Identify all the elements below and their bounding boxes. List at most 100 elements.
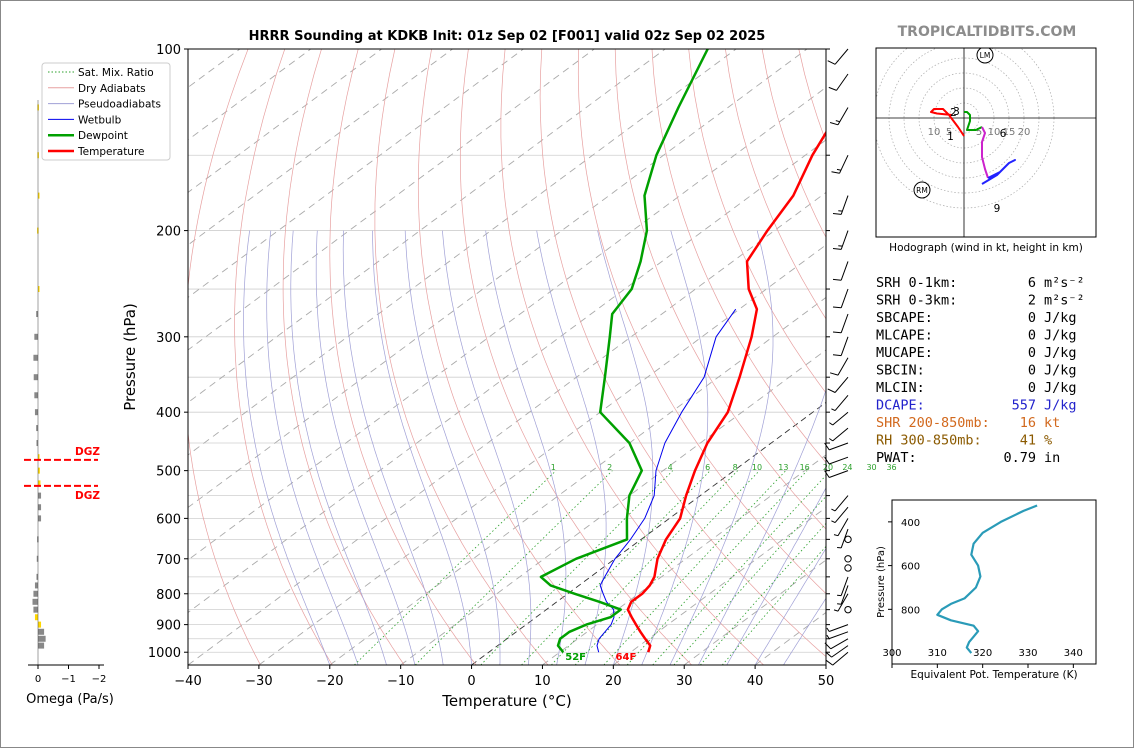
- mixing-ratio-line: [652, 474, 826, 665]
- wind-barb: [827, 48, 849, 65]
- dry-adiabat-line: [282, 49, 405, 665]
- theta-e-y-label: 600: [901, 562, 920, 573]
- index-label: SBCIN:: [876, 363, 925, 379]
- hodograph-ring-label: 10: [988, 127, 1001, 138]
- omega-bar: [38, 628, 45, 635]
- theta-e-panel: 400 600 800 300 310 320 330 340 Equivalent Pot. …: [876, 499, 1097, 681]
- wind-barb: [826, 631, 849, 640]
- pseudoadiabat-line: [372, 230, 472, 665]
- mixing-ratio-label: 24: [842, 463, 852, 472]
- dry-adiabat-line: [500, 49, 764, 665]
- y-tick-label: 1000: [148, 646, 181, 661]
- index-value: 16: [1020, 415, 1036, 431]
- isotherm-line: [258, 244, 826, 665]
- hodograph-frame: [875, 47, 1097, 238]
- y-tick-label: 500: [156, 465, 181, 480]
- wetbulb-profile: [596, 308, 737, 653]
- isotherm-line: [188, 191, 826, 665]
- mixing-ratio-label: 2: [607, 463, 612, 472]
- omega-panel: DGZ DGZ 0 −1 −2 Omega (Pa/s): [24, 100, 114, 707]
- omega-bar: [33, 590, 38, 597]
- index-label: SRH 0-1km:: [876, 275, 957, 291]
- wind-barb: [831, 495, 849, 512]
- wind-barb: [837, 576, 849, 597]
- index-unit: m²s⁻²: [1044, 293, 1085, 309]
- theta-e-x-axis-label: Equivalent Pot. Temperature (K): [910, 669, 1077, 681]
- y-tick-label: 800: [156, 588, 181, 603]
- wind-barb: [824, 470, 849, 478]
- pseudoadiabat-lines: [243, 230, 826, 665]
- index-value: 6: [1028, 275, 1036, 291]
- x-tick-label: 10: [534, 674, 551, 689]
- pseudoadiabat-line: [698, 388, 826, 665]
- omega-bar: [32, 598, 38, 605]
- omega-bar: [38, 492, 42, 499]
- omega-bar: [33, 354, 38, 361]
- hodograph-height-label: 3: [953, 106, 960, 118]
- storm-motion-label: RM: [916, 186, 928, 195]
- dry-adiabat-line: [234, 49, 333, 665]
- right-axis-ticks: [826, 48, 830, 653]
- dry-adiabat-line: [539, 49, 826, 658]
- pseudoadiabat-line: [243, 230, 331, 665]
- x-axis-label: Temperature (°C): [441, 692, 571, 710]
- mixing-ratio-label: 20: [823, 463, 833, 472]
- mixing-ratio-label: 6: [705, 463, 710, 472]
- theta-e-y-axis-label: Pressure (hPa): [876, 546, 887, 618]
- wind-barb: [824, 638, 849, 650]
- y-axis-ticks: 100 200 300 400 500 600 700 800 900 1000: [148, 43, 188, 661]
- calm-wind-circle: [844, 555, 852, 563]
- dry-adiabat-line: [417, 49, 621, 665]
- dry-adiabat-lines: [188, 49, 826, 665]
- mixing-ratio-label: 4: [668, 463, 673, 472]
- mixing-ratio-line: [603, 470, 787, 665]
- index-label: SBCAPE:: [876, 310, 933, 326]
- dry-adiabat-line: [374, 49, 549, 665]
- dgz-label: DGZ: [75, 446, 100, 458]
- omega-bar: [38, 192, 40, 199]
- watermark-text: TROPICALTIDBITS.COM: [898, 24, 1077, 40]
- isotherm-line: [683, 559, 826, 665]
- wind-barb: [825, 651, 849, 666]
- index-label: SHR 200-850mb:: [876, 415, 990, 431]
- storm-motion-marker: [913, 181, 931, 199]
- mixing-ratio-line: [414, 470, 613, 665]
- x-tick-label: 50: [818, 674, 835, 689]
- y-tick-label: 300: [156, 331, 181, 346]
- index-label: MUCAPE:: [876, 345, 933, 361]
- legend-entry: Wetbulb: [78, 114, 122, 126]
- omega-tick-label: −1: [61, 674, 76, 685]
- hodograph-caption: Hodograph (wind in kt, height in km): [889, 242, 1083, 254]
- isotherm-line: [542, 454, 826, 665]
- hodograph-ring-label: 20: [1018, 127, 1031, 138]
- hodograph-ring-label: 5: [946, 127, 952, 138]
- surface-dewpoint-label: 52F: [565, 652, 586, 663]
- index-value: 0: [1028, 345, 1036, 361]
- x-tick-label: 0: [467, 674, 475, 689]
- omega-bar: [38, 454, 40, 461]
- theta-e-frame: [891, 499, 1097, 665]
- mixing-ratio-label: 36: [886, 463, 896, 472]
- isotherm-line: [188, 49, 737, 456]
- wind-barb: [832, 261, 849, 281]
- wind-barb: [825, 645, 849, 658]
- mixing-ratio-line: [626, 470, 808, 665]
- legend-entry: Temperature: [77, 146, 145, 158]
- index-unit: J/kg: [1044, 380, 1077, 396]
- y-tick-label: 400: [156, 406, 181, 421]
- y-axis-label: Pressure (hPa): [121, 303, 139, 411]
- wind-barb: [829, 427, 849, 442]
- index-label: RH 300-850mb:: [876, 433, 982, 449]
- wind-barb: [827, 376, 849, 393]
- y-tick-label: 200: [156, 225, 181, 240]
- pseudoadiabat-line: [536, 230, 607, 665]
- omega-bar: [34, 409, 38, 416]
- dgz-label: DGZ: [75, 490, 100, 502]
- omega-bar: [34, 392, 38, 399]
- index-value: 0: [1028, 380, 1036, 396]
- pseudoadiabat-line: [266, 230, 359, 665]
- pseudoadiabat-line: [315, 230, 416, 665]
- omega-bar: [38, 480, 41, 487]
